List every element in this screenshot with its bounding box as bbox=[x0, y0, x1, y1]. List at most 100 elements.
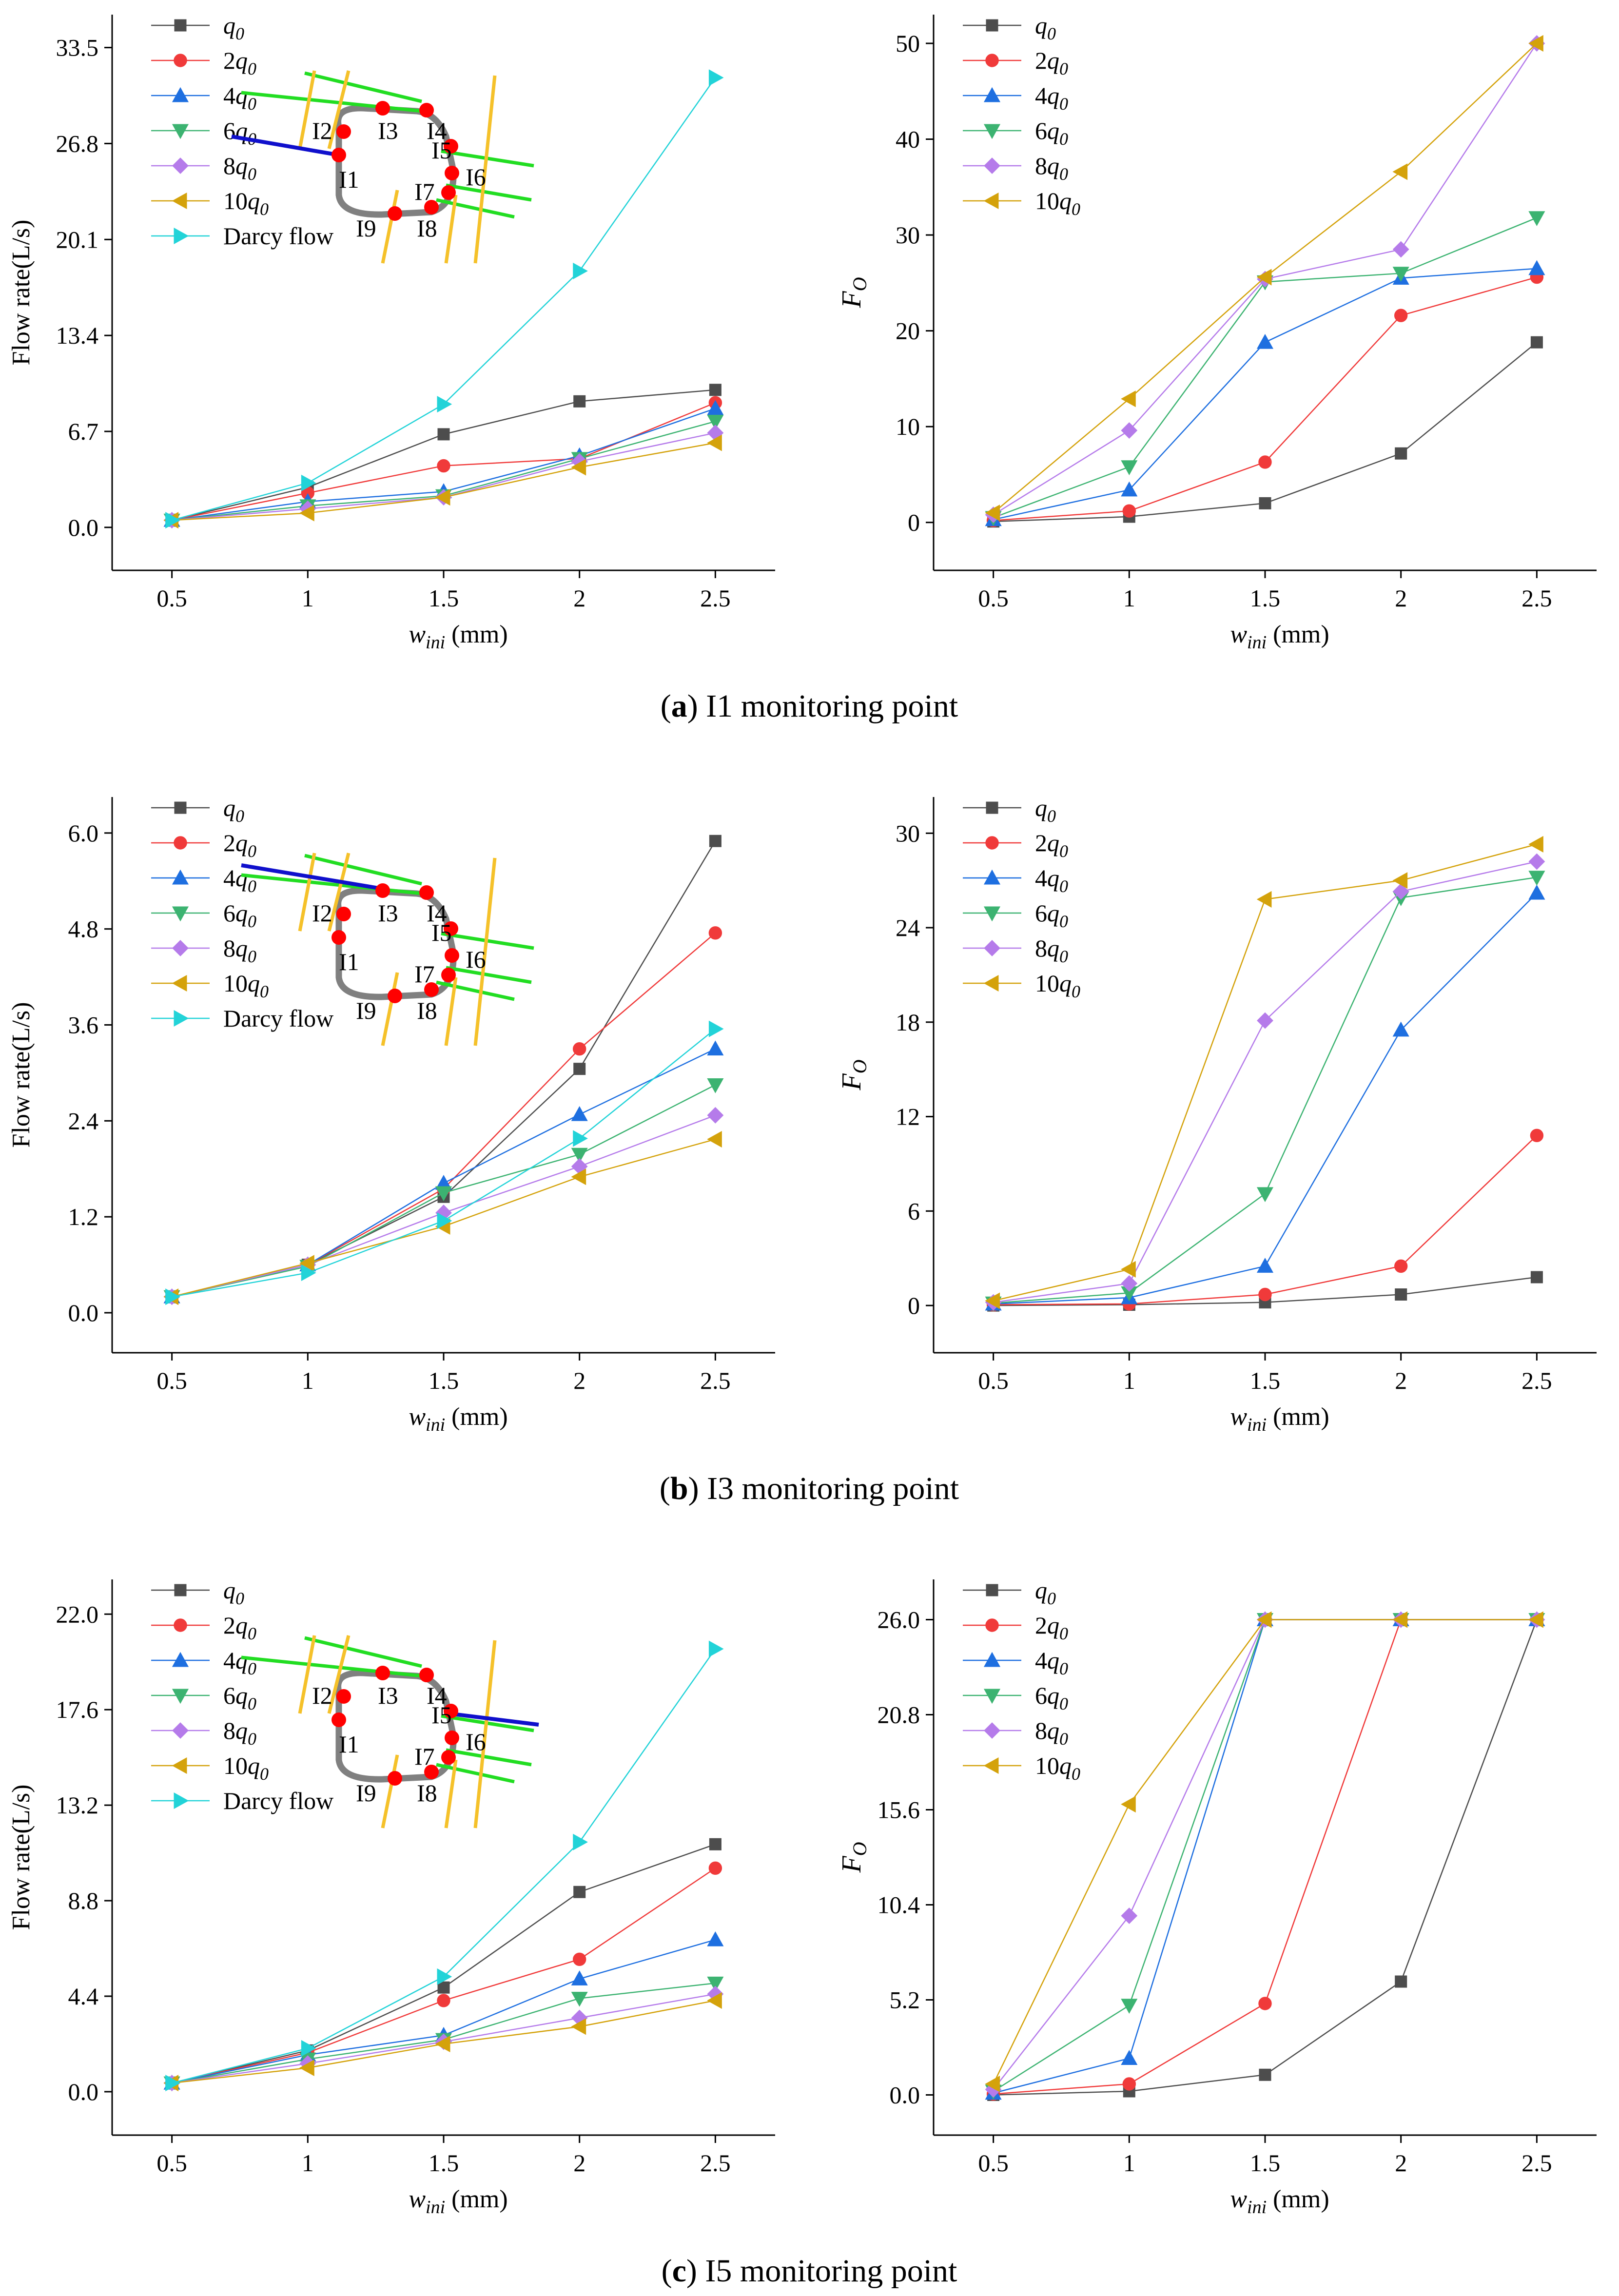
highlight-fracture bbox=[241, 863, 388, 892]
x-tick-label: 1 bbox=[302, 2149, 314, 2177]
data-point bbox=[707, 434, 722, 451]
flow-rate-chart-3: 0.0 4.4 8.8 13.2 17.6 22.0 0.5 1 1.5 2 2.5 wini (mm… bbox=[7, 1576, 775, 2218]
legend-q: q bbox=[223, 1576, 235, 1604]
legend-sub: 0 bbox=[1059, 59, 1068, 78]
legend-q: q bbox=[1047, 899, 1059, 927]
data-point bbox=[1528, 884, 1545, 900]
monitoring-point bbox=[388, 1771, 402, 1786]
legend-sub: 0 bbox=[1047, 24, 1056, 43]
series-line bbox=[993, 861, 1537, 1303]
legend-q: q bbox=[248, 970, 260, 997]
legend-label: 2q0 bbox=[1035, 47, 1068, 78]
monitoring-point-label: I3 bbox=[378, 117, 398, 144]
y-tick-label: 3.6 bbox=[68, 1011, 99, 1038]
x-tick-label: 0.5 bbox=[156, 584, 187, 612]
legend-coef: 10 bbox=[1035, 1752, 1059, 1779]
legend-q: q bbox=[1035, 794, 1047, 821]
legend-q: q bbox=[235, 82, 248, 109]
legend-label: q0 bbox=[1035, 794, 1056, 826]
legend-marker bbox=[172, 87, 189, 102]
monitoring-point bbox=[444, 921, 458, 936]
x-tick-label: 2.5 bbox=[1521, 584, 1552, 612]
highlight-fracture bbox=[448, 1712, 539, 1727]
legend-sub: 0 bbox=[248, 59, 256, 78]
data-point bbox=[573, 395, 586, 408]
x-tick-label: 1 bbox=[1123, 584, 1135, 612]
y-label-sub: O bbox=[849, 1842, 871, 1856]
data-point bbox=[571, 1148, 588, 1163]
data-point bbox=[1528, 211, 1545, 226]
legend-marker bbox=[983, 1689, 1001, 1704]
y-axis-label: FO bbox=[837, 1059, 871, 1090]
x-label-sub: ini bbox=[1247, 632, 1267, 653]
y-axis-label: Flow rate(L/s) bbox=[7, 1002, 35, 1148]
data-point bbox=[437, 396, 452, 413]
legend-text: Darcy flow bbox=[223, 222, 333, 250]
data-point bbox=[1121, 1796, 1136, 1813]
data-point bbox=[571, 1106, 588, 1121]
caption-label: c bbox=[672, 2253, 686, 2289]
legend-marker bbox=[174, 1792, 189, 1810]
data-point bbox=[707, 1931, 724, 1946]
legend-coef: 6 bbox=[223, 899, 235, 927]
monitoring-point bbox=[336, 1689, 351, 1704]
data-point bbox=[573, 1833, 588, 1850]
data-point bbox=[1392, 883, 1409, 900]
x-tick-label: 1 bbox=[302, 1367, 314, 1394]
y-tick-label: 6 bbox=[908, 1197, 920, 1225]
fracture-line bbox=[473, 1640, 497, 1829]
legend-sub: 0 bbox=[260, 199, 269, 219]
legend-label: 8q0 bbox=[223, 1717, 256, 1749]
x-tick-label: 2 bbox=[573, 1367, 585, 1394]
x-tick-label: 1.5 bbox=[1250, 584, 1281, 612]
x-tick-label: 1.5 bbox=[429, 2149, 459, 2177]
series-6q0 bbox=[985, 211, 1545, 526]
data-point bbox=[1256, 891, 1272, 908]
y-tick-label: 0.0 bbox=[890, 2082, 920, 2109]
legend-q: q bbox=[248, 187, 260, 214]
legend-marker bbox=[986, 19, 998, 32]
data-point bbox=[437, 459, 450, 473]
data-point bbox=[1392, 1611, 1408, 1628]
y-axis-label: FO bbox=[837, 1842, 871, 1873]
data-point bbox=[1528, 871, 1545, 886]
monitoring-point-label: I8 bbox=[417, 1779, 437, 1807]
data-point bbox=[1122, 504, 1136, 518]
legend-sub: 0 bbox=[248, 1729, 256, 1749]
data-point bbox=[437, 1981, 450, 1994]
fracture-line bbox=[304, 854, 422, 886]
caption-text: I3 monitoring point bbox=[699, 1471, 959, 1506]
monitoring-point-label: I9 bbox=[356, 997, 376, 1024]
fracture-line bbox=[327, 1635, 351, 1714]
series-line bbox=[993, 342, 1538, 523]
legend-label: 6q0 bbox=[1035, 1682, 1068, 1713]
legend-sub: 0 bbox=[248, 164, 256, 184]
series-line bbox=[172, 1939, 716, 2084]
series-line bbox=[993, 1619, 1537, 2090]
legend-label: 4q0 bbox=[223, 864, 256, 896]
x-tick-label: 2.5 bbox=[700, 584, 731, 612]
legend-label: 4q0 bbox=[223, 82, 256, 114]
legend-q: q bbox=[1047, 47, 1059, 74]
data-point bbox=[1257, 1012, 1273, 1029]
y-tick-label: 24 bbox=[896, 914, 920, 941]
series-2q0 bbox=[986, 1129, 1544, 1312]
data-point bbox=[1256, 269, 1272, 286]
fracture-line bbox=[241, 91, 432, 114]
fracture-line bbox=[446, 183, 532, 202]
data-point bbox=[1256, 1258, 1274, 1273]
legend-sub: 0 bbox=[248, 876, 256, 896]
y-label-main: F bbox=[837, 1856, 867, 1873]
legend-sub: 0 bbox=[1072, 982, 1080, 1001]
legend-sub: 0 bbox=[248, 912, 256, 931]
y-axis-label: Flow rate(L/s) bbox=[7, 220, 35, 366]
x-tick-label: 0.5 bbox=[978, 2149, 1009, 2177]
legend-q: q bbox=[235, 934, 248, 962]
data-point bbox=[1392, 1021, 1409, 1037]
y-tick-label: 22.0 bbox=[56, 1600, 99, 1628]
y-tick-label: 30 bbox=[896, 819, 920, 847]
monitoring-point-label: I6 bbox=[466, 1728, 486, 1755]
legend-coef: 10 bbox=[1035, 970, 1059, 997]
